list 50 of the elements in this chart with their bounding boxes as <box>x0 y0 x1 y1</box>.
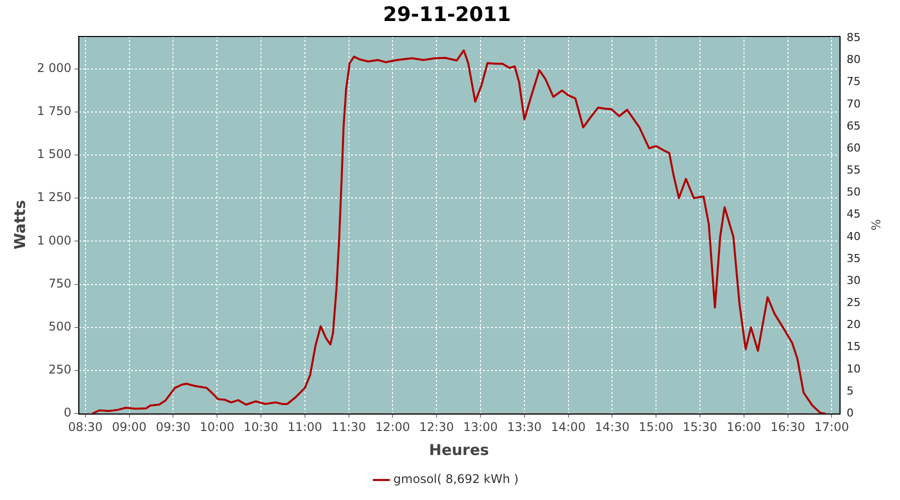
y2-tick-label: 80 <box>846 53 861 66</box>
y2-tick-label: 25 <box>846 296 861 310</box>
y2-tick-label: 65 <box>846 119 861 132</box>
x-tick-label: 09:00 <box>112 420 147 434</box>
y2-tick-label: 45 <box>846 208 861 221</box>
x-tick-label: 16:30 <box>770 420 806 434</box>
x-tick-label: 11:00 <box>288 420 322 434</box>
y-tick-label: 1 000 <box>36 233 72 248</box>
y2-tick-label: 5 <box>846 384 854 398</box>
y2-tick-label: 15 <box>846 340 861 354</box>
x-tick-label: 15:30 <box>682 420 718 434</box>
x-tick-label: 14:00 <box>550 420 586 434</box>
x-tick-label: 13:00 <box>463 420 498 434</box>
x-tick-label: 10:30 <box>244 420 278 434</box>
x-tick-label: 11:30 <box>331 420 366 434</box>
y-tick-label: 2 000 <box>36 60 72 75</box>
y2-tick-label: 0 <box>846 406 854 420</box>
y2-tick-label: 50 <box>846 186 861 199</box>
y2-axis-title: % <box>868 219 883 231</box>
x-tick-label: 16:00 <box>726 420 762 434</box>
x-axis-title: Heures <box>429 440 489 459</box>
y-tick-label: 0 <box>64 406 72 420</box>
x-tick-label: 10:00 <box>200 420 234 434</box>
x-tick-label: 17:00 <box>814 420 849 434</box>
y2-tick-label: 35 <box>846 252 861 265</box>
y2-tick-label: 70 <box>846 97 861 110</box>
y-tick-label: 1 500 <box>36 147 72 162</box>
x-tick-label: 13:30 <box>507 420 542 434</box>
y-tick-label: 1 750 <box>36 104 72 118</box>
x-tick-label: 12:00 <box>375 420 410 434</box>
y-tick-label: 1 250 <box>36 190 72 204</box>
y2-tick-label: 75 <box>846 75 861 88</box>
y2-tick-label: 30 <box>846 274 861 287</box>
y2-tick-label: 10 <box>846 362 861 376</box>
legend-label: gmosol( 8,692 kWh ) <box>393 472 519 486</box>
y2-tick-label: 60 <box>846 141 861 154</box>
x-tick-label: 12:30 <box>419 420 454 434</box>
chart-title: 29-11-2011 <box>383 2 511 26</box>
y2-tick-label: 85 <box>846 31 861 44</box>
y2-tick-label: 20 <box>846 318 861 332</box>
y2-tick-label: 40 <box>846 230 861 243</box>
y2-tick-label: 55 <box>846 164 861 177</box>
x-tick-label: 08:30 <box>68 420 103 434</box>
y-tick-label: 500 <box>48 320 72 334</box>
x-tick-label: 14:30 <box>594 420 630 434</box>
y-tick-label: 750 <box>48 276 72 290</box>
y-tick-label: 250 <box>48 362 72 377</box>
x-tick-label: 15:00 <box>638 420 674 434</box>
x-tick-label: 09:30 <box>156 420 190 434</box>
y-axis-title: Watts <box>10 200 29 250</box>
